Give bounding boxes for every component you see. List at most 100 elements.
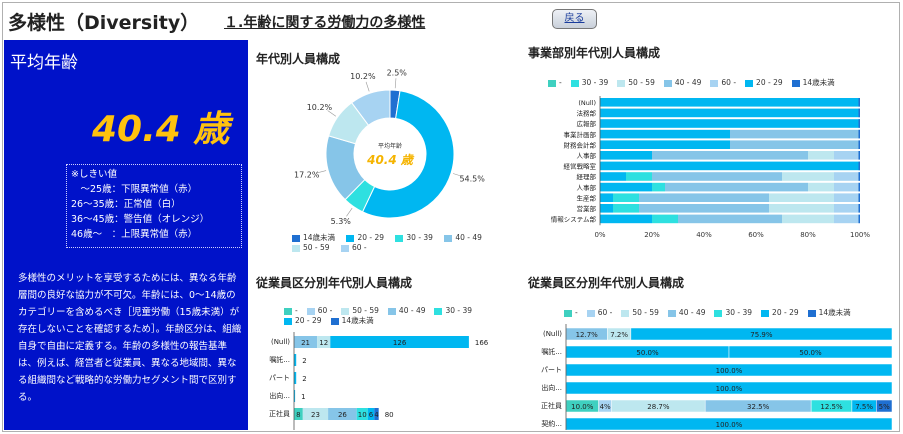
emp-pct-segment-label: 50.0%	[636, 349, 659, 357]
emp-pct-category-label: 正社員	[541, 401, 562, 410]
legend-item: 30 - 39	[395, 233, 433, 242]
dept-bar-segment	[834, 214, 860, 224]
donut-leader-line	[365, 81, 370, 92]
legend-item: 14歳未満	[791, 77, 835, 88]
legend-swatch	[663, 79, 672, 87]
average-age-value: 40.4 歳	[92, 109, 230, 150]
dept-category-label: 経理部	[577, 172, 597, 181]
emp-pct-segment-label: 50.0%	[799, 349, 822, 357]
dept-bar-segment	[678, 214, 782, 224]
emp-count-bar-segment	[294, 336, 318, 348]
age-donut-chart[interactable]: 2.5% 54.5% 5.3% 17.2% 10.2% 10.2% 平均年齢 40.4 歳	[250, 66, 510, 266]
emp-count-bar-segment	[317, 336, 331, 348]
emp-count-category-label: 嘱託...	[269, 355, 290, 364]
dept-category-label: 人事部	[577, 183, 597, 192]
legend-swatch	[306, 307, 315, 315]
donut-center-label: 平均年齢	[378, 142, 402, 150]
dept-bar-segment	[858, 151, 860, 160]
donut-data-label: 10.2%	[350, 72, 376, 81]
legend-swatch	[292, 234, 300, 242]
emp-count-total-label: 166	[475, 339, 489, 347]
donut-leader-line	[452, 173, 463, 177]
legend-label: 60 -	[317, 306, 333, 315]
dept-stacked-bar-chart[interactable]: (Null)法務部広報部事業計画部財務会計部人事部経営戦略室経理部人事部生産部営…	[520, 92, 892, 254]
dept-category-label: 法務部	[577, 109, 597, 118]
legend-swatch	[617, 79, 626, 87]
legend-swatch	[807, 309, 816, 317]
dept-bar-segment	[600, 204, 613, 213]
legend-item: 40 - 49	[387, 306, 426, 315]
dept-bar-segment	[858, 129, 860, 139]
dept-bar-segment	[858, 119, 860, 128]
legend-label: 40 - 49	[678, 308, 706, 317]
dept-bar-segment	[782, 172, 834, 181]
emp-count-bar-segment	[294, 408, 303, 420]
dept-category-label: 情報システム部	[551, 215, 597, 224]
legend-item: 60 -	[306, 306, 333, 315]
dept-category-label: 経営戦略室	[564, 162, 597, 171]
emp-count-legend: - 60 - 50 - 59 40 - 49 30 - 39 20 - 29 14歳未満	[284, 306, 509, 326]
donut-leader-line	[346, 207, 353, 217]
emp-pct-segment-label: 7.2%	[610, 331, 628, 339]
legend-item: 14歳未満	[330, 315, 374, 326]
dept-category-label: 生産部	[577, 193, 597, 202]
donut-chart-title: 年代別人員構成	[256, 52, 341, 66]
emp-pct-segment-label: 100.0%	[716, 421, 743, 429]
dept-bar-segment	[600, 129, 730, 139]
dept-axis-tick: 60%	[748, 231, 764, 239]
donut-legend: 14歳未満 20 - 29 30 - 39 40 - 49 50 - 59 60…	[292, 232, 517, 252]
emp-pct-bar-segment	[728, 345, 893, 359]
legend-item: 40 - 49	[444, 233, 482, 242]
legend-item: 30 - 39	[714, 308, 752, 317]
dept-bar-segment	[626, 172, 652, 181]
legend-item: -	[548, 78, 562, 87]
donut-data-label: 17.2%	[294, 171, 320, 180]
emp-pct-bar-chart[interactable]: (Null) 12.7% 7.2% 75.9% 嘱託... 50.0% 50.0% パート 10…	[520, 324, 896, 430]
legend-item: 30 - 39	[570, 78, 608, 87]
legend-item: 50 - 59	[617, 78, 655, 87]
legend-label: 30 - 39	[725, 308, 753, 317]
dept-bar-segment	[834, 193, 860, 202]
emp-pct-segment-label: 100.0%	[716, 385, 743, 393]
legend-label: 40 - 49	[398, 306, 426, 315]
dept-category-label: 事業計画部	[564, 130, 597, 139]
legend-swatch	[341, 307, 350, 315]
dept-bar-segment	[858, 193, 860, 202]
emp-count-category-label: 出向...	[269, 391, 290, 400]
donut-data-label: 10.2%	[307, 103, 333, 112]
legend-label: 30 - 39	[445, 306, 473, 315]
legend-swatch	[714, 309, 723, 317]
dept-category-label: 営業部	[577, 204, 597, 213]
dept-bar-segment	[613, 193, 639, 202]
dept-bar-segment	[858, 214, 860, 224]
page-title: 多様性（Diversity）	[8, 12, 200, 34]
legend-swatch	[284, 307, 292, 315]
donut-data-label: 2.5%	[387, 68, 408, 77]
dept-bar-segment	[808, 182, 834, 192]
emp-count-bar-chart[interactable]: (Null) 21 12 126 166 嘱託... 2 パート 2 出向... 1 正社員 8 23 26…	[250, 332, 512, 430]
emp-pct-segment-label: 100.0%	[716, 367, 743, 375]
threshold-line: ～25歳：下限異常値（赤）	[71, 184, 198, 195]
emp-pct-category-label: 出向...	[541, 383, 562, 392]
emp-count-bar-segment	[328, 408, 357, 420]
legend-item: 20 - 29	[284, 316, 322, 325]
legend-item: 60 -	[710, 78, 736, 87]
donut-data-label: 54.5%	[459, 174, 485, 183]
emp-count-bar-segment	[302, 408, 329, 420]
legend-swatch	[548, 79, 556, 87]
emp-count-segment-label: 10	[358, 411, 367, 419]
legend-item: 60 -	[340, 243, 367, 252]
dept-category-label: 広報部	[577, 119, 597, 128]
average-age-panel: 平均年齢 40.4 歳 ※しきい値 ～25歳：下限異常値（赤） 26～35歳：正…	[4, 40, 248, 430]
dept-bar-segment	[858, 108, 860, 118]
legend-swatch	[284, 317, 292, 325]
back-button[interactable]: 戻る	[552, 9, 597, 29]
dept-bar-segment	[639, 193, 769, 202]
dept-bar-segment	[834, 151, 860, 160]
legend-swatch	[621, 309, 630, 317]
legend-label: 20 - 29	[756, 78, 783, 87]
legend-label: 60 -	[597, 308, 613, 317]
legend-swatch	[761, 309, 770, 317]
legend-label: 40 - 49	[674, 78, 702, 87]
emp-count-bar-segment	[294, 372, 297, 384]
